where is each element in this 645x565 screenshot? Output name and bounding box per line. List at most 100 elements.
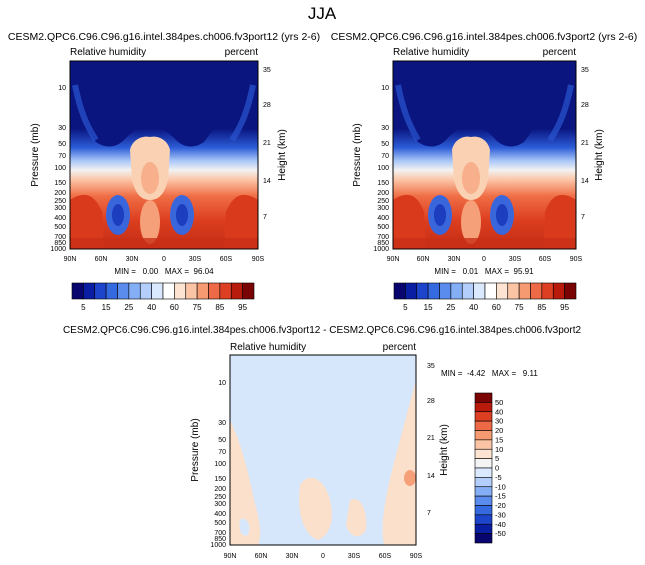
colorbar-label: 40 [147,303,156,312]
colorbar-box [474,392,493,403]
y2-tick-label: 14 [581,178,589,185]
panel-3-field [230,355,416,545]
colorbar-label: -30 [495,510,506,519]
colorbar-box [541,282,554,300]
x-tick-label: 30S [509,256,522,263]
colorbar-label: -20 [495,501,506,510]
panel-1-ylabel: Pressure (mb) [30,123,41,186]
colorbar-box [105,282,118,300]
colorbar-box [474,495,493,506]
panel-2-title: CESM2.QPC6.C96.C96.g16.intel.384pes.ch00… [331,31,637,43]
panel-1-title: CESM2.QPC6.C96.C96.g16.intel.384pes.ch00… [8,31,320,43]
x-tick-label: 90S [570,256,583,263]
panel-1: CESM2.QPC6.C96.C96.g16.intel.384pes.ch00… [8,31,320,312]
x-tick-label: 30N [286,553,299,560]
colorbar-box [242,282,255,300]
colorbar-box [174,282,187,300]
colorbar-box [474,533,493,544]
y-tick-label: 700 [214,530,226,537]
y2-tick-label: 35 [263,67,271,74]
y-tick-label: 10 [58,85,66,92]
y2-tick-label: 28 [581,102,589,109]
colorbar-box [564,282,577,300]
panel-2-ylabel: Pressure (mb) [352,123,363,186]
y-tick-label: 200 [377,190,389,197]
colorbar-box [474,523,493,534]
colorbar-box [530,282,543,300]
colorbar-box [393,282,406,300]
y-tick-label: 30 [58,125,66,132]
panel-1-x-ticks: 90N 60N 30N 0 30S 60S 90S [64,256,265,263]
y-tick-label: 150 [54,180,66,187]
y2-tick-label: 7 [581,214,585,221]
y-tick-label: 10 [218,380,226,387]
y2-tick-label: 21 [427,435,435,442]
page-title: JJA [308,4,337,23]
colorbar-label: -5 [495,473,502,482]
panel-3-ylabel: Pressure (mb) [190,418,201,481]
colorbar-box [474,411,493,422]
colorbar-label: 15 [102,303,111,312]
y-tick-label: 300 [54,205,66,212]
colorbar-label: 0 [495,464,499,473]
y-tick-label: 100 [377,165,389,172]
panel-2-field [393,61,576,249]
colorbar-box [439,282,452,300]
y-tick-label: 10 [381,85,389,92]
panel-1-units-label: percent [225,47,259,58]
y2-tick-label: 21 [263,140,271,147]
x-tick-label: 30S [348,553,361,560]
y-tick-label: 500 [214,520,226,527]
y-tick-label: 70 [58,153,66,160]
colorbar-box [473,282,486,300]
x-tick-label: 90N [64,256,77,263]
y-tick-label: 1000 [373,246,389,253]
y2-tick-label: 35 [581,67,589,74]
colorbar-label: 95 [560,303,569,312]
x-tick-label: 30N [448,256,461,263]
colorbar-box [83,282,96,300]
panel-3-y2label: Height (km) [439,424,450,476]
colorbar-box [416,282,429,300]
colorbar-label: 20 [495,426,503,435]
colorbar-box [474,439,493,450]
panel-3: CESM2.QPC6.C96.C96.g16.intel.384pes.ch00… [63,325,582,560]
colorbar-label: 40 [469,303,478,312]
colorbar-label: -10 [495,482,506,491]
x-tick-label: 0 [482,256,486,263]
panel-2-x-ticks: 90N 60N 30N 0 30S 60S 90S [387,256,583,263]
y-tick-label: 50 [381,141,389,148]
panel-1-y-ticks: 10 30 50 70 100 150 200 250 300 400 500 … [50,85,66,253]
colorbar-label: 85 [215,303,224,312]
y-tick-label: 1000 [50,246,66,253]
colorbar-box [151,282,164,300]
x-tick-label: 30N [126,256,139,263]
colorbar-box [405,282,418,300]
colorbar-label: 10 [495,445,503,454]
colorbar-box [230,282,243,300]
colorbar-label: 60 [492,303,501,312]
panel-2-variable-label: Relative humidity [393,47,469,58]
panel-3-variable-label: Relative humidity [230,342,306,353]
y-tick-label: 250 [214,494,226,501]
y-tick-label: 850 [214,536,226,543]
panel-2: CESM2.QPC6.C96.C96.g16.intel.384pes.ch00… [331,31,637,312]
y-tick-label: 150 [214,476,226,483]
y-tick-label: 250 [54,198,66,205]
panel-1-y2-ticks: 35 28 21 14 7 [263,67,271,221]
colorbar-box [552,282,565,300]
colorbar-box [474,420,493,431]
panel-1-variable-label: Relative humidity [70,47,146,58]
panel-2-units-label: percent [543,47,577,58]
panel-1-stats: MIN = 0.00 MAX = 96.04 [114,267,214,276]
colorbar-box [196,282,209,300]
colorbar-box [94,282,107,300]
panel-2-colorbar: 5 15 25 40 60 75 85 95 [393,282,577,312]
colorbar-label: 5 [403,303,408,312]
colorbar-box [474,458,493,469]
panel-3-units-label: percent [383,342,417,353]
panel-1-y2label: Height (km) [277,129,288,181]
y-tick-label: 850 [377,240,389,247]
colorbar-box [139,282,152,300]
